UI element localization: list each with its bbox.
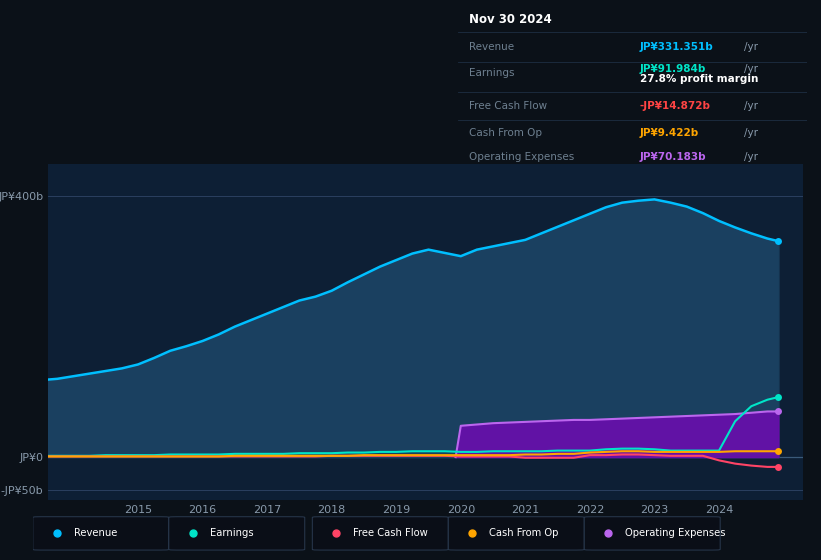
- Text: Earnings: Earnings: [469, 68, 514, 78]
- Text: Revenue: Revenue: [74, 529, 117, 538]
- Text: /yr: /yr: [745, 101, 759, 111]
- FancyBboxPatch shape: [585, 517, 720, 550]
- Text: JP¥91.984b: JP¥91.984b: [640, 64, 706, 74]
- Text: /yr: /yr: [745, 42, 759, 52]
- FancyBboxPatch shape: [33, 517, 169, 550]
- FancyBboxPatch shape: [448, 517, 585, 550]
- Text: 27.8% profit margin: 27.8% profit margin: [640, 74, 758, 85]
- Text: Cash From Op: Cash From Op: [469, 128, 542, 138]
- Text: JP¥9.422b: JP¥9.422b: [640, 128, 699, 138]
- Text: JP¥70.183b: JP¥70.183b: [640, 152, 706, 162]
- Text: Cash From Op: Cash From Op: [489, 529, 558, 538]
- Text: Operating Expenses: Operating Expenses: [625, 529, 726, 538]
- Text: Earnings: Earnings: [209, 529, 253, 538]
- Text: /yr: /yr: [745, 128, 759, 138]
- FancyBboxPatch shape: [169, 517, 305, 550]
- Text: /yr: /yr: [745, 64, 759, 74]
- Text: -JP¥14.872b: -JP¥14.872b: [640, 101, 710, 111]
- Text: Nov 30 2024: Nov 30 2024: [469, 13, 552, 26]
- Text: Revenue: Revenue: [469, 42, 514, 52]
- Text: Free Cash Flow: Free Cash Flow: [469, 101, 547, 111]
- Text: JP¥331.351b: JP¥331.351b: [640, 42, 713, 52]
- FancyBboxPatch shape: [312, 517, 448, 550]
- Text: Operating Expenses: Operating Expenses: [469, 152, 574, 162]
- Text: Free Cash Flow: Free Cash Flow: [353, 529, 428, 538]
- Text: /yr: /yr: [745, 152, 759, 162]
